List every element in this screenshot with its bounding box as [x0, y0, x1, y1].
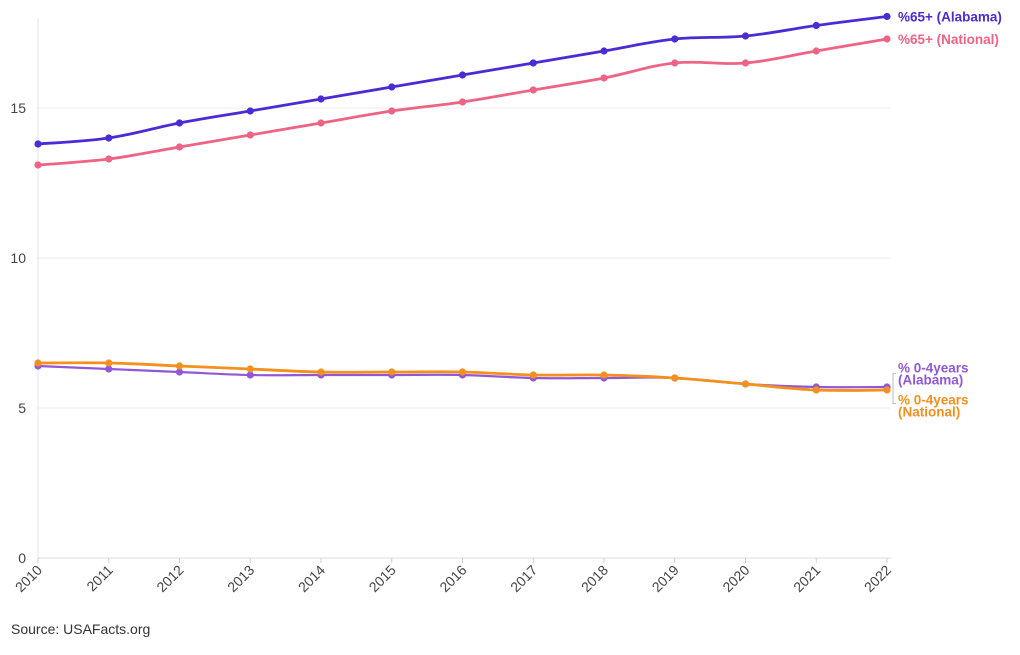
- data-point: [175, 143, 184, 151]
- series-label: %65+ (Alabama): [898, 10, 1002, 25]
- x-tick-label: 2022: [861, 562, 894, 595]
- data-point: [317, 95, 325, 103]
- series-line: [36, 15, 889, 146]
- x-tick-label: 2013: [224, 562, 257, 595]
- data-point: [34, 140, 42, 148]
- series-label: %65+ (National): [898, 32, 999, 47]
- x-tick-label: 2012: [153, 562, 186, 595]
- series-label-line: %65+ (National): [898, 32, 999, 47]
- data-point: [317, 368, 325, 376]
- data-point: [812, 386, 820, 394]
- data-point: [458, 368, 467, 376]
- data-point: [600, 47, 608, 55]
- grid-lines: [38, 107, 891, 559]
- x-tick-label: 2014: [295, 562, 328, 595]
- data-point: [105, 359, 113, 367]
- data-point: [600, 74, 608, 82]
- data-point: [246, 365, 254, 373]
- data-point: [388, 83, 396, 91]
- data-point: [741, 32, 750, 40]
- label-connector: [892, 373, 896, 404]
- data-point: [175, 362, 184, 370]
- x-tick-label: 2011: [83, 562, 116, 595]
- data-point: [458, 71, 467, 79]
- data-point: [883, 386, 891, 394]
- x-tick-label: 2018: [578, 562, 611, 595]
- data-point: [529, 371, 537, 379]
- x-tick-label: 2015: [366, 562, 399, 595]
- series-label-line: % 0-4years: [898, 393, 969, 408]
- data-point: [34, 359, 42, 367]
- data-point: [34, 161, 42, 169]
- x-tick-label: 2021: [790, 562, 823, 595]
- series-group: [34, 12, 891, 394]
- series-label-line: % 0-4years: [898, 361, 969, 376]
- data-point: [812, 21, 820, 30]
- data-point: [600, 371, 608, 379]
- y-tick-label: 0: [18, 550, 26, 566]
- data-point: [741, 59, 750, 67]
- x-tick-label: 2020: [719, 562, 752, 595]
- y-tick-label: 5: [18, 400, 26, 416]
- data-point: [812, 47, 820, 55]
- data-point: [529, 86, 537, 94]
- data-point: [883, 35, 891, 43]
- x-tick-label: 2019: [649, 562, 682, 595]
- data-point: [458, 98, 467, 106]
- data-point: [105, 155, 113, 163]
- data-point: [671, 35, 679, 43]
- data-point: [671, 59, 679, 67]
- data-point: [883, 12, 891, 21]
- y-tick-label: 15: [10, 100, 26, 116]
- data-point: [175, 368, 184, 376]
- data-point: [105, 134, 113, 142]
- data-point: [246, 371, 254, 379]
- y-tick-label: 10: [10, 250, 26, 266]
- data-point: [105, 365, 113, 373]
- series-label-line: (Alabama): [898, 373, 963, 388]
- x-tick-label: 2016: [436, 562, 469, 595]
- x-tick-label: 2010: [12, 562, 45, 595]
- series-label-line: %65+ (Alabama): [898, 10, 1002, 25]
- data-point: [175, 119, 184, 127]
- data-point: [246, 131, 254, 139]
- series-labels: %65+ (Alabama)%65+ (National)% 0-4years(…: [892, 10, 1002, 420]
- data-point: [317, 119, 325, 127]
- data-point: [388, 368, 396, 376]
- data-point: [388, 107, 396, 115]
- data-point: [741, 380, 750, 388]
- data-point: [246, 107, 254, 115]
- series-label: % 0-4years (Alabama): [898, 361, 969, 388]
- x-tick-label: 2017: [507, 562, 540, 595]
- data-point: [671, 374, 679, 382]
- series-label-line: (National): [898, 405, 960, 420]
- data-point: [529, 59, 537, 67]
- series-label: % 0-4years (National): [898, 393, 969, 420]
- source-note: Source: USAFacts.org: [11, 621, 151, 637]
